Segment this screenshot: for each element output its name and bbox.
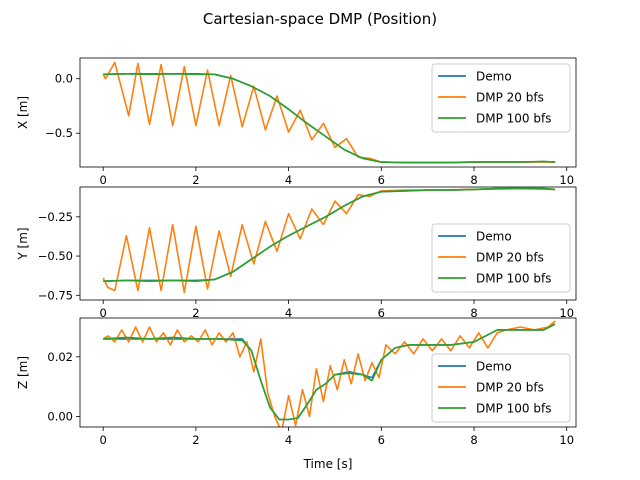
x-tick-label: 4	[285, 173, 292, 187]
legend-label: Demo	[476, 230, 512, 244]
x-tick-label: 4	[285, 306, 292, 320]
x-tick-label: 8	[470, 173, 477, 187]
series-group	[102, 187, 556, 294]
subplots-group: 0 2 4 6 8 10 0.0 −0.5 X [m] Demo DMP 20 bfs DMP 100…	[16, 57, 577, 447]
legend-label: DMP 20 bfs	[476, 251, 544, 265]
subplot-2: 0 2 4 6 8 10 −0.25 −0.50 −0.75 Y [m] Demo DMP 20 bf…	[16, 186, 577, 320]
legend: Demo DMP 20 bfs DMP 100 bfs	[431, 63, 571, 133]
legend-label: DMP 100 bfs	[476, 402, 551, 416]
x-tick-label: 2	[192, 433, 199, 447]
subplot-3: 0 2 4 6 8 10 0.02 0.00 Z [m] Demo DMP 20 bfs DMP 10…	[16, 317, 577, 447]
y-axis-label: Z [m]	[16, 356, 30, 389]
legend-box	[431, 353, 571, 423]
legend-label: DMP 20 bfs	[476, 381, 544, 395]
series-group	[102, 61, 556, 164]
y-axis-label: Y [m]	[16, 227, 30, 260]
series-group	[102, 320, 556, 427]
x-tick-label: 10	[559, 173, 574, 187]
axes-frame	[79, 317, 577, 428]
x-tick-label: 4	[285, 433, 292, 447]
legend-box	[431, 223, 571, 293]
x-tick-label: 6	[378, 306, 385, 320]
legend: Demo DMP 20 bfs DMP 100 bfs	[431, 353, 571, 423]
y-axis-label: X [m]	[16, 96, 30, 129]
legend-label: DMP 100 bfs	[476, 112, 551, 126]
x-tick-label: 8	[470, 433, 477, 447]
y-tick-label: −0.5	[45, 126, 73, 140]
legend-box	[431, 63, 571, 133]
x-tick-label: 6	[378, 173, 385, 187]
y-tick-label: 0.0	[55, 72, 73, 86]
x-tick-label: 2	[192, 306, 199, 320]
x-tick-label: 0	[100, 173, 107, 187]
subplot-1: 0 2 4 6 8 10 0.0 −0.5 X [m] Demo DMP 20 bfs DMP 100…	[16, 57, 577, 187]
y-tick-label: 0.00	[47, 410, 73, 424]
series-line-dmp-20-bfs	[102, 320, 556, 427]
x-tick-label: 10	[559, 306, 574, 320]
axes-frame	[79, 57, 577, 168]
chart-title: Cartesian-space DMP (Position)	[203, 10, 437, 28]
y-tick-label: 0.02	[47, 350, 73, 364]
legend-label: Demo	[476, 70, 512, 84]
series-line-dmp-100-bfs	[103, 187, 556, 283]
x-tick-label: 0	[100, 306, 107, 320]
legend: Demo DMP 20 bfs DMP 100 bfs	[431, 223, 571, 293]
series-line-dmp-100-bfs	[103, 323, 556, 421]
x-tick-label: 10	[559, 433, 574, 447]
x-tick-label: 2	[192, 173, 199, 187]
x-tick-label: 0	[100, 433, 107, 447]
y-tick-label: −0.25	[38, 210, 73, 224]
x-tick-label: 6	[378, 433, 385, 447]
legend-label: Demo	[476, 360, 512, 374]
legend-label: DMP 100 bfs	[476, 272, 551, 286]
legend-label: DMP 20 bfs	[476, 91, 544, 105]
axes-frame	[79, 186, 577, 301]
y-tick-label: −0.75	[38, 288, 73, 302]
y-tick-label: −0.50	[38, 249, 73, 263]
x-axis-label: Time [s]	[303, 457, 353, 471]
x-tick-label: 8	[470, 306, 477, 320]
series-line-dmp-100-bfs	[103, 73, 556, 164]
